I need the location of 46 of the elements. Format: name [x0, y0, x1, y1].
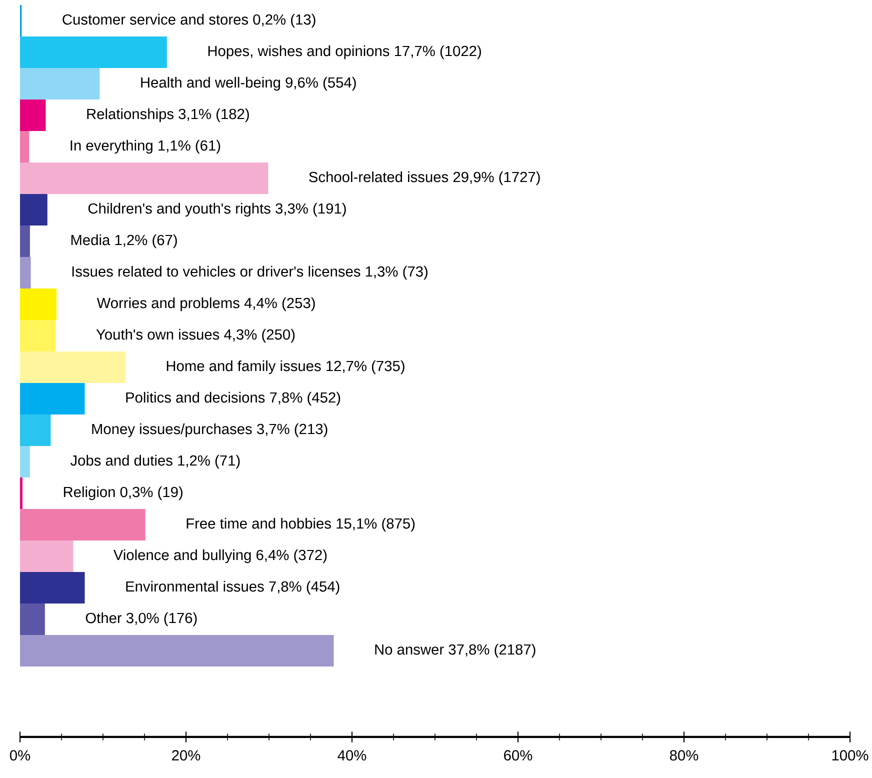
bar	[20, 194, 48, 226]
y-tick-label: School-related issues 29,9% (1727)	[309, 171, 540, 186]
y-tick-label: Other 3,0% (176)	[86, 612, 197, 626]
y-tick-label: No answer 37,8% (2187)	[375, 644, 536, 658]
bar	[20, 352, 126, 383]
bar	[20, 36, 167, 68]
y-tick-label: Environmental issues 7,8% (454)	[126, 580, 340, 595]
bar	[20, 288, 57, 320]
x-tick-label: 20%	[172, 750, 200, 761]
y-tick-label: Violence and bullying 6,4% (372)	[113, 549, 327, 564]
bar	[20, 604, 45, 635]
bar	[20, 635, 334, 666]
y-tick-label: Politics and decisions 7,8% (452)	[126, 392, 340, 406]
x-tick-label: 40%	[338, 750, 366, 761]
y-tick-label: In everything 1,1% (61)	[70, 140, 220, 154]
bar	[20, 131, 30, 162]
bar	[20, 320, 56, 352]
y-tick-label: Worries and problems 4,4% (253)	[96, 297, 315, 312]
bar	[20, 414, 51, 446]
y-tick-label: Hopes, wishes and opinions 17,7% (1022)	[208, 45, 481, 60]
bar	[20, 100, 46, 131]
y-tick-label: Issues related to vehicles or driver's licenses 1,3% (73)	[72, 266, 428, 280]
y-tick-label: Money issues/purchases 3,7% (213)	[92, 423, 328, 438]
y-tick-label: Children's and youth's rights 3,3% (191)	[88, 202, 346, 217]
x-tick-label: 0%	[10, 750, 30, 761]
bar	[20, 509, 146, 540]
x-tick-label: 60%	[504, 750, 532, 761]
bar	[20, 383, 85, 414]
y-tick-label: Free time and hobbies 15,1% (875)	[186, 518, 415, 532]
y-tick-label: Youth's own issues 4,3% (250)	[96, 328, 295, 343]
y-tick-label: Customer service and stores 0,2% (13)	[62, 14, 316, 28]
y-tick-label: Health and well-being 9,6% (554)	[141, 76, 356, 91]
bar	[20, 540, 74, 572]
bar	[20, 162, 268, 194]
x-tick-label: 80%	[670, 750, 698, 761]
bar	[20, 226, 30, 257]
y-tick-label: Home and family issues 12,7% (735)	[166, 360, 404, 374]
y-tick-label: Religion 0,3% (19)	[64, 486, 182, 500]
y-tick-label: Jobs and duties 1,2% (71)	[70, 454, 240, 469]
bar	[20, 572, 85, 604]
bar	[20, 68, 100, 100]
y-tick-label: Media 1,2% (67)	[71, 234, 177, 248]
bar	[20, 446, 30, 478]
y-tick-label: Relationships 3,1% (182)	[87, 108, 249, 122]
x-tick-label: 100%	[832, 750, 868, 761]
bar	[20, 257, 31, 288]
